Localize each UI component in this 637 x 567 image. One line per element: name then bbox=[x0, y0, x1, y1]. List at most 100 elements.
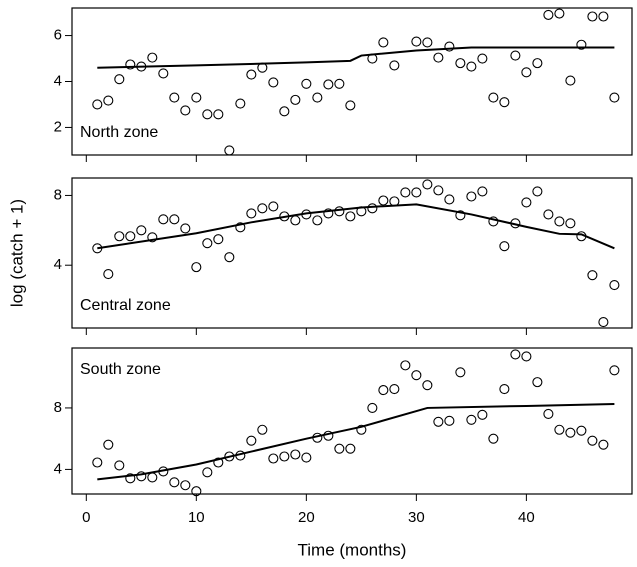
data-point bbox=[103, 95, 114, 106]
data-point bbox=[213, 457, 224, 468]
data-point bbox=[488, 433, 499, 444]
data-point bbox=[356, 206, 367, 217]
x-tick-label: 30 bbox=[408, 509, 425, 526]
data-point bbox=[125, 473, 136, 484]
data-point bbox=[389, 383, 400, 395]
data-point bbox=[92, 99, 103, 110]
data-point bbox=[378, 195, 389, 206]
data-point bbox=[290, 449, 301, 460]
data-point bbox=[444, 415, 455, 426]
data-point bbox=[609, 92, 620, 103]
data-point bbox=[411, 187, 422, 198]
data-point bbox=[279, 211, 290, 222]
data-point bbox=[543, 408, 554, 419]
data-point bbox=[554, 8, 565, 19]
data-point bbox=[598, 317, 609, 328]
data-point bbox=[433, 416, 444, 427]
data-point bbox=[510, 218, 521, 229]
data-point bbox=[334, 206, 345, 217]
data-point bbox=[312, 432, 323, 443]
x-tick-label: 40 bbox=[518, 509, 535, 526]
data-point bbox=[235, 98, 246, 109]
data-point bbox=[202, 467, 213, 478]
panel-label: South zone bbox=[80, 361, 161, 378]
fit-line bbox=[97, 203, 615, 250]
data-point bbox=[576, 425, 587, 436]
fit-line bbox=[97, 46, 615, 69]
data-point bbox=[246, 208, 257, 219]
y-axis-label: log (catch + 1) bbox=[7, 199, 26, 307]
data-point bbox=[543, 9, 554, 20]
data-point bbox=[367, 203, 378, 214]
data-point bbox=[466, 414, 477, 425]
data-point bbox=[257, 424, 268, 435]
data-point bbox=[499, 97, 510, 108]
panel-label: Central zone bbox=[80, 297, 171, 314]
data-point bbox=[565, 218, 576, 229]
data-point bbox=[543, 209, 554, 220]
data-point bbox=[257, 62, 268, 73]
data-point bbox=[521, 351, 532, 362]
data-point bbox=[279, 106, 290, 117]
data-point bbox=[499, 241, 510, 252]
data-point bbox=[510, 349, 521, 360]
data-point bbox=[169, 477, 180, 488]
y-tick-label: 2 bbox=[54, 118, 62, 135]
data-point bbox=[499, 383, 510, 395]
data-point bbox=[455, 367, 466, 378]
data-point bbox=[587, 270, 598, 281]
data-point bbox=[114, 460, 125, 471]
data-point bbox=[202, 238, 213, 249]
panel-frame bbox=[71, 347, 633, 495]
data-point bbox=[202, 109, 213, 120]
data-point bbox=[334, 78, 345, 89]
data-point bbox=[367, 53, 378, 64]
data-point bbox=[433, 185, 444, 196]
data-point bbox=[334, 443, 345, 454]
panel-frame bbox=[71, 177, 633, 329]
data-point bbox=[147, 472, 158, 483]
data-point bbox=[312, 215, 323, 226]
data-point bbox=[114, 231, 125, 242]
y-tick-label: 8 bbox=[54, 186, 62, 203]
data-point bbox=[576, 39, 587, 50]
data-point bbox=[598, 11, 609, 22]
data-point bbox=[565, 75, 576, 86]
data-point bbox=[224, 451, 235, 462]
data-point bbox=[521, 197, 532, 208]
x-axis-label: Time (months) bbox=[298, 540, 407, 559]
data-point bbox=[466, 191, 477, 202]
data-point bbox=[246, 435, 257, 446]
data-point bbox=[565, 427, 576, 438]
data-point bbox=[521, 67, 532, 78]
data-point bbox=[587, 435, 598, 446]
y-tick-label: 8 bbox=[54, 399, 62, 416]
data-point bbox=[136, 61, 147, 72]
data-point bbox=[422, 380, 433, 391]
data-point bbox=[389, 60, 400, 71]
data-point bbox=[554, 424, 565, 435]
data-point bbox=[345, 443, 356, 454]
data-point bbox=[378, 385, 389, 396]
data-point bbox=[488, 92, 499, 103]
data-point bbox=[411, 36, 422, 47]
data-point bbox=[136, 471, 147, 482]
data-point bbox=[400, 187, 411, 198]
data-point bbox=[235, 222, 246, 233]
data-point bbox=[125, 231, 136, 242]
data-point bbox=[455, 58, 466, 69]
data-point bbox=[268, 453, 279, 464]
data-point bbox=[268, 201, 279, 212]
data-point bbox=[191, 92, 202, 103]
data-point bbox=[301, 209, 312, 220]
data-point bbox=[532, 377, 543, 388]
data-point bbox=[180, 223, 191, 234]
data-point bbox=[466, 61, 477, 72]
data-point bbox=[587, 11, 598, 22]
data-point bbox=[312, 92, 323, 103]
data-point bbox=[279, 451, 290, 462]
data-point bbox=[609, 280, 620, 291]
data-point bbox=[477, 186, 488, 197]
data-point bbox=[290, 94, 301, 105]
x-tick-label: 0 bbox=[82, 509, 90, 526]
